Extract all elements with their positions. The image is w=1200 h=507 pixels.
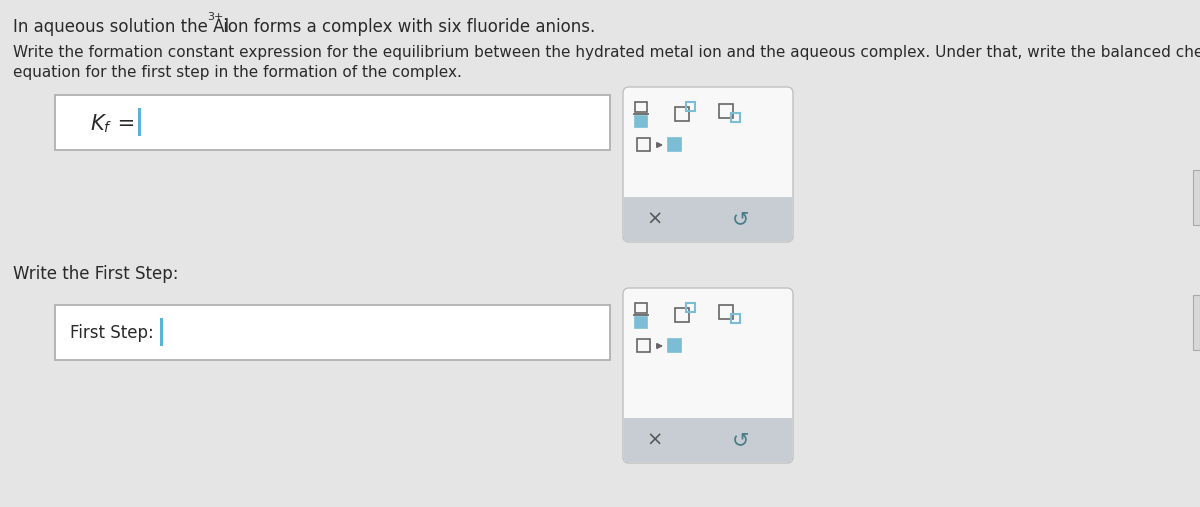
Bar [635,317,647,328]
Bar [674,308,689,322]
Bar [138,108,142,136]
Text: In aqueous solution the Al: In aqueous solution the Al [13,18,229,36]
Bar [635,116,647,127]
Text: =: = [112,114,136,133]
Bar [637,339,650,352]
Text: ×: × [647,209,664,229]
Bar [55,305,610,360]
Bar [635,303,647,313]
Bar [55,95,610,150]
FancyBboxPatch shape [623,87,793,242]
Bar [674,107,689,121]
Text: f: f [103,121,108,134]
Text: equation for the first step in the formation of the complex.: equation for the first step in the forma… [13,65,462,80]
Bar [668,339,682,352]
Bar [637,138,650,151]
Bar [160,318,163,346]
Text: Write the formation constant expression for the equilibrium between the hydrated: Write the formation constant expression … [13,45,1200,60]
Text: 3+: 3+ [208,12,223,22]
Text: K: K [90,114,103,133]
Bar [731,113,740,122]
Bar [731,314,740,323]
Bar [686,303,695,312]
Text: Write the First Step:: Write the First Step: [13,265,179,283]
Bar [668,138,682,151]
Bar [624,197,792,241]
Text: First Step:: First Step: [70,324,154,343]
FancyBboxPatch shape [623,288,793,463]
Bar [686,102,695,111]
Bar [719,104,733,118]
Bar [624,418,792,462]
Bar [635,102,647,112]
Bar [1193,170,1200,225]
Bar [1193,295,1200,350]
Text: ×: × [647,430,664,450]
Text: ion forms a complex with six fluoride anions.: ion forms a complex with six fluoride an… [218,18,595,36]
Text: ↺: ↺ [732,430,750,450]
Text: ↺: ↺ [732,209,750,229]
Bar [719,305,733,319]
